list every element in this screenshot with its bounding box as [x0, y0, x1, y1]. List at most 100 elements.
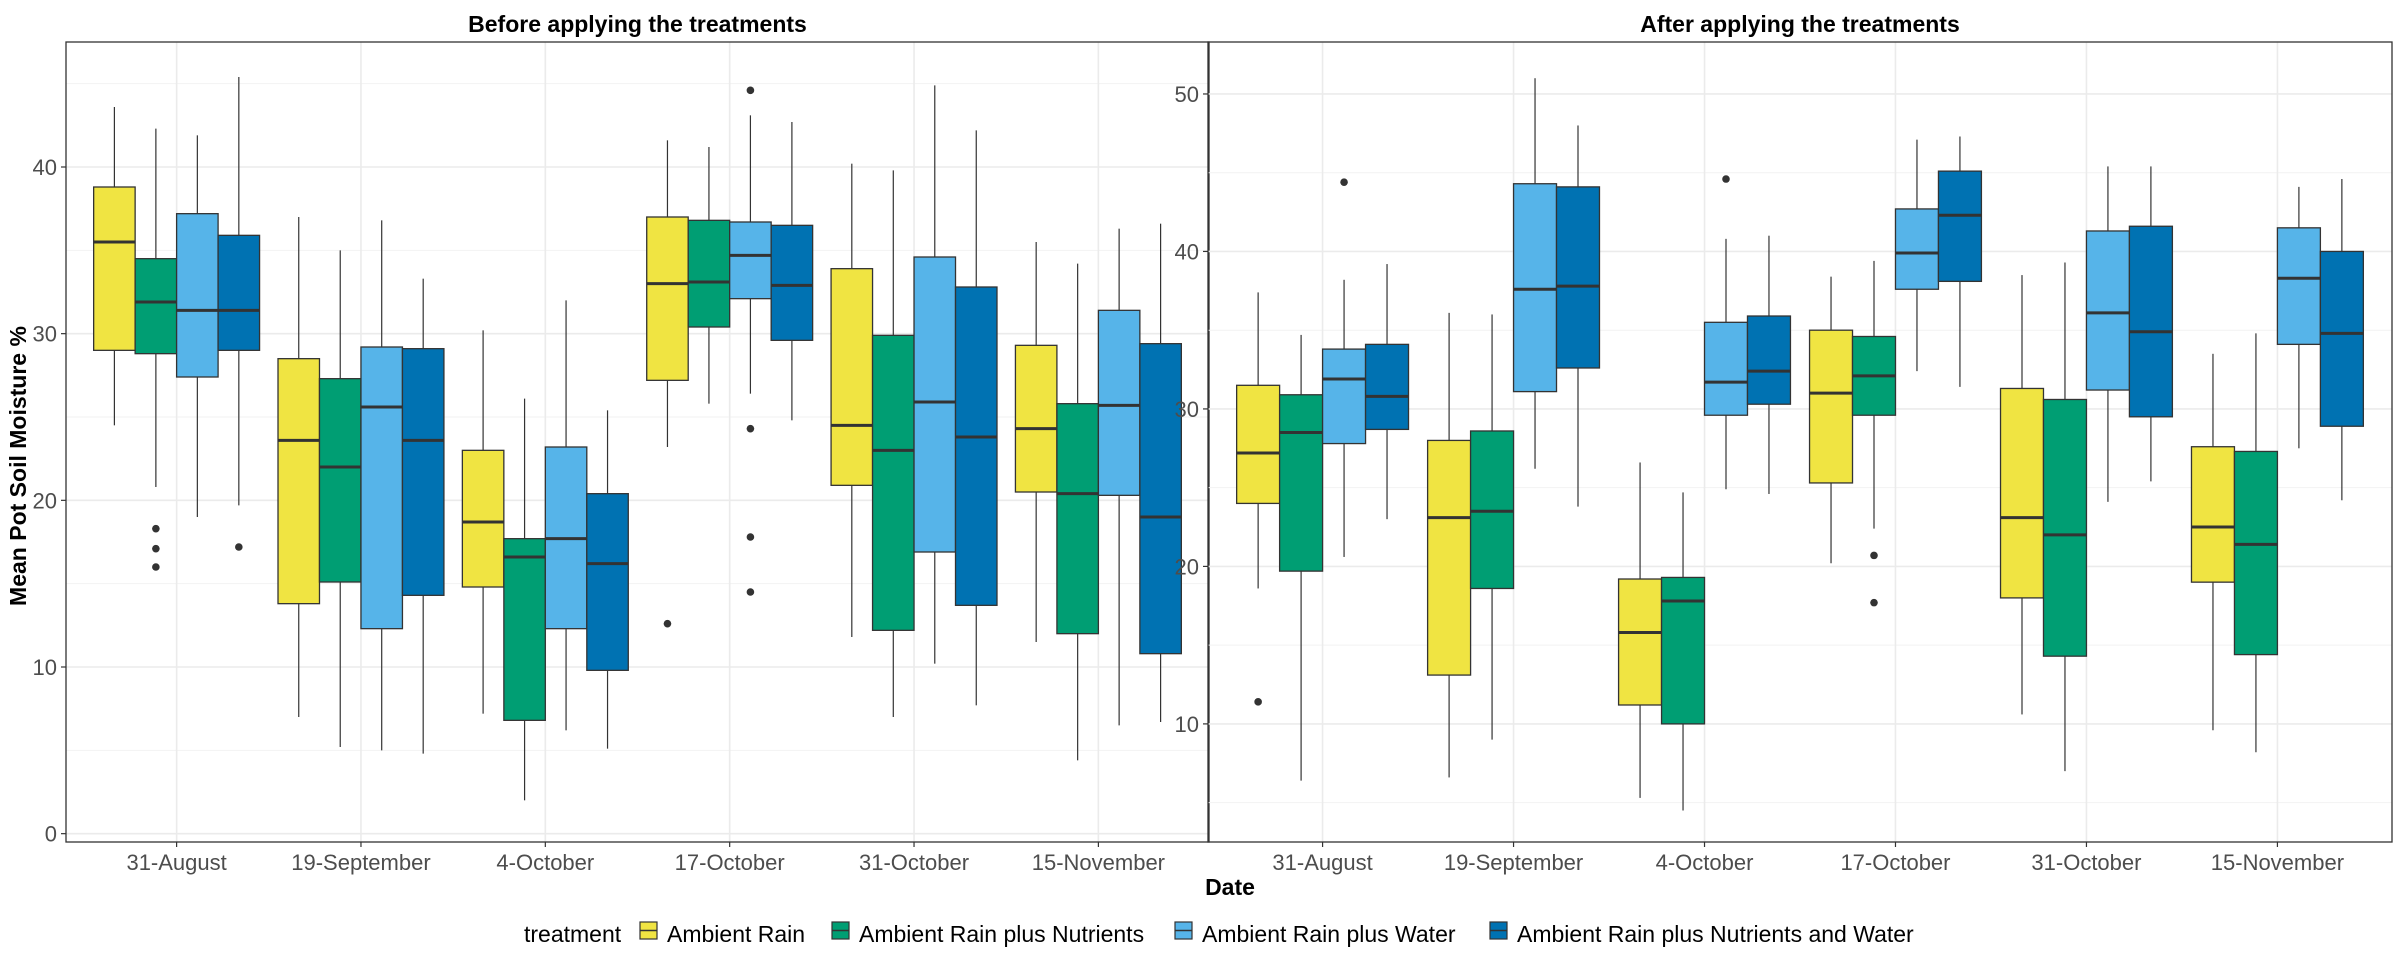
box-body: [1937, 170, 1983, 283]
box-ambient-rain-plus-nutrients-and-water: [2128, 166, 2174, 482]
outlier-point: [746, 533, 755, 541]
x-tick-label: 31-October: [859, 850, 969, 875]
box-body: [2233, 450, 2279, 656]
box-ambient-rain-plus-nutrients: [1851, 260, 1897, 607]
box-ambient-rain-plus-water: [175, 135, 219, 517]
outlier-point: [152, 524, 160, 533]
x-tick-label: 4-October: [496, 850, 594, 875]
y-tick-label: 20: [33, 488, 57, 513]
box-body: [1617, 578, 1663, 706]
legend-label: Ambient Rain plus Nutrients: [859, 921, 1144, 947]
legend-item: Ambient Rain plus Nutrients and Water: [1489, 921, 1914, 947]
x-tick-label: 31-August: [126, 850, 226, 875]
panels: Before applying the treatments 0 10 20 30 40 3…: [33, 11, 2393, 875]
box-body: [2128, 225, 2174, 418]
x-axis-title: Date: [1205, 874, 1255, 900]
y-tick-label: 30: [1175, 397, 1199, 422]
box-body: [175, 213, 219, 378]
box-body: [1555, 186, 1601, 369]
box-ambient-rain: [2190, 353, 2236, 731]
box-body: [1808, 329, 1854, 484]
box-body: [1321, 348, 1367, 445]
box-ambient-rain-plus-nutrients: [2042, 262, 2088, 772]
y-tick-label: 40: [33, 155, 57, 180]
box-body: [954, 286, 998, 606]
box-body: [503, 538, 546, 721]
outlier-point: [663, 619, 672, 628]
box-ambient-rain: [1014, 242, 1058, 642]
outlier-point: [746, 424, 755, 433]
box-body: [830, 268, 874, 486]
box-body: [586, 493, 629, 671]
box-ambient-rain-plus-nutrients: [1056, 263, 1100, 761]
box-ambient-rain: [646, 140, 689, 628]
box-body: [1469, 430, 1515, 590]
box-body: [2319, 250, 2365, 427]
box-ambient-rain-plus-nutrients-and-water: [1139, 223, 1182, 722]
box-body: [1235, 384, 1281, 505]
x-tick-label: 19-September: [291, 850, 430, 875]
legend-title: treatment: [524, 921, 622, 947]
outlier-point: [1870, 598, 1878, 607]
box-body: [913, 256, 957, 553]
box-body: [729, 221, 772, 300]
panel-1: Before applying the treatments 0 10 20 30 40 3…: [33, 11, 1210, 875]
box-ambient-rain-plus-water: [2276, 186, 2322, 449]
box-body: [1056, 403, 1100, 635]
box-ambient-rain-plus-nutrients-and-water: [1746, 235, 1792, 494]
outlier-point: [1870, 551, 1878, 560]
box-body: [770, 224, 814, 341]
box-ambient-rain-plus-water: [1894, 139, 1940, 372]
outlier-point: [152, 544, 160, 553]
box-body: [1014, 344, 1058, 493]
box-ambient-rain: [1426, 312, 1472, 778]
y-tick-label: 40: [1175, 239, 1199, 264]
legend: treatment Ambient Rain Ambient Rain plus …: [524, 921, 1914, 947]
y-tick-label: 30: [33, 322, 57, 347]
box-ambient-rain-plus-nutrients: [871, 170, 915, 717]
box-body: [277, 358, 321, 605]
box-body: [1894, 208, 1940, 290]
box-ambient-rain-plus-nutrients: [687, 147, 731, 404]
box-body: [2276, 227, 2322, 346]
box-ambient-rain-plus-nutrients-and-water: [401, 278, 445, 754]
legend-item: Ambient Rain plus Water: [1174, 921, 1456, 947]
box-body: [871, 334, 915, 631]
box-ambient-rain: [93, 107, 136, 426]
y-tick-label: 0: [45, 822, 57, 847]
y-tick-label: 50: [1175, 82, 1199, 107]
box-body: [318, 378, 362, 583]
panel-2: After applying the treatments 10 20 30 40 50 3…: [1175, 11, 2393, 875]
box-body: [2042, 398, 2088, 657]
box-body: [1097, 309, 1141, 496]
box-ambient-rain-plus-water: [729, 86, 772, 596]
box-ambient-rain-plus-nutrients: [134, 128, 178, 571]
box-ambient-rain-plus-water: [544, 300, 588, 731]
box-ambient-rain-plus-water: [1703, 175, 1749, 490]
x-tick-label: 15-November: [2211, 850, 2344, 875]
box-body: [2190, 446, 2236, 583]
box-ambient-rain-plus-water: [1097, 228, 1141, 726]
box-ambient-rain-plus-nutrients: [503, 398, 546, 801]
box-body: [134, 258, 178, 355]
x-tick-label: 15-November: [1032, 850, 1165, 875]
x-tick-label: 19-September: [1444, 850, 1583, 875]
box-ambient-rain-plus-nutrients-and-water: [1555, 125, 1601, 507]
x-tick-label: 17-October: [1840, 850, 1950, 875]
x-tick-label: 17-October: [675, 850, 785, 875]
panel-border: [65, 41, 1210, 843]
panel-title: Before applying the treatments: [468, 11, 807, 37]
box-body: [1703, 321, 1749, 416]
box-ambient-rain: [461, 330, 505, 714]
box-body: [1426, 439, 1472, 676]
outlier-point: [746, 588, 755, 596]
box-body: [2085, 230, 2131, 391]
box-ambient-rain: [1999, 275, 2045, 715]
box-body: [1746, 315, 1792, 405]
legend-item: Ambient Rain plus Nutrients: [831, 921, 1144, 947]
legend-label: Ambient Rain: [667, 921, 805, 947]
box-ambient-rain-plus-nutrients-and-water: [954, 130, 998, 706]
box-ambient-rain-plus-nutrients: [318, 250, 362, 747]
